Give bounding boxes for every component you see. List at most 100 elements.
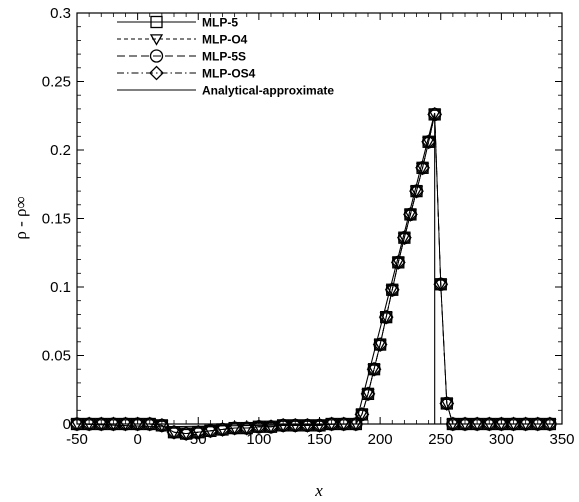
ticks-layer: -50 0 50 100 150 200 250 300 35000.050.10.150.20… xyxy=(42,5,575,448)
data-point xyxy=(506,419,521,431)
x-tick-label: 50 xyxy=(190,431,207,448)
data-point xyxy=(373,339,387,352)
data-point xyxy=(519,419,533,431)
legend-item: MLP-O4 xyxy=(117,33,248,47)
y-tick-label: 0.2 xyxy=(50,142,71,159)
data-point xyxy=(69,416,85,432)
data-point xyxy=(130,416,146,432)
legend-label: MLP-O4 xyxy=(202,33,248,47)
data-point xyxy=(367,364,381,377)
data-point xyxy=(531,419,545,431)
data-point xyxy=(439,396,455,411)
data-point xyxy=(118,419,133,431)
data-point xyxy=(361,389,375,401)
legend-marker xyxy=(149,49,164,63)
legend-label: MLP-5S xyxy=(202,50,246,64)
data-point xyxy=(396,230,412,246)
data-point xyxy=(421,134,437,150)
data-point xyxy=(349,419,363,431)
data-point xyxy=(403,206,418,222)
data-point xyxy=(482,419,496,431)
y-tick-label: 0.15 xyxy=(42,211,71,228)
series-line-1 xyxy=(77,114,550,435)
data-point xyxy=(81,416,97,432)
y-tick-label: 0 xyxy=(63,416,71,433)
data-point xyxy=(433,276,449,292)
x-tick-label: 0 xyxy=(133,431,141,448)
x-tick-label: 150 xyxy=(307,431,332,448)
series-2 xyxy=(70,109,557,441)
data-point xyxy=(202,423,218,439)
x-tick-label: 200 xyxy=(368,431,393,448)
series-5 xyxy=(76,112,562,428)
data-point xyxy=(105,416,121,432)
data-point xyxy=(312,417,327,433)
data-point xyxy=(415,160,430,176)
data-point xyxy=(458,419,472,431)
y-tick-label: 0.25 xyxy=(42,74,71,91)
data-point xyxy=(118,416,133,432)
x-tick-label: 300 xyxy=(489,431,514,448)
x-tick-label: 250 xyxy=(428,431,453,448)
data-point xyxy=(154,417,170,433)
data-point xyxy=(275,417,291,433)
legend-marker xyxy=(149,65,164,81)
data-point xyxy=(470,419,484,431)
data-point xyxy=(178,426,194,442)
data-point xyxy=(518,416,534,432)
legend-item: MLP-5 xyxy=(117,16,238,30)
data-point xyxy=(324,416,340,432)
data-point xyxy=(299,417,315,433)
series-layer xyxy=(69,106,562,442)
x-tick-label: -50 xyxy=(66,431,88,448)
data-point xyxy=(543,419,557,431)
data-point xyxy=(415,163,430,175)
series-line-3 xyxy=(77,114,550,435)
data-point xyxy=(445,416,461,432)
data-point xyxy=(355,409,369,422)
series-4 xyxy=(69,106,558,442)
data-point xyxy=(434,279,448,292)
data-point xyxy=(446,419,460,431)
x-tick-label: 350 xyxy=(549,431,574,448)
series-line-2 xyxy=(77,114,550,435)
data-point xyxy=(506,416,521,432)
data-point xyxy=(469,416,485,432)
series-3 xyxy=(70,107,557,441)
data-point xyxy=(372,337,388,352)
data-point xyxy=(366,361,382,377)
y-tick-label: 0.05 xyxy=(42,348,71,365)
legend-item: MLP-OS4 xyxy=(117,65,256,81)
legend-label: MLP-5 xyxy=(202,16,238,30)
y-axis-title: ρ - ρ∞ xyxy=(11,196,30,239)
data-point xyxy=(179,428,193,441)
series-1 xyxy=(70,108,557,440)
legend-marker xyxy=(149,34,164,46)
data-point xyxy=(348,416,364,432)
data-point xyxy=(428,109,442,122)
x-axis-title: x xyxy=(314,481,323,500)
legend: MLP-5 MLP-O4 MLP-5S MLP-OS4 Analytical-appro… xyxy=(117,16,334,98)
data-point xyxy=(542,416,558,432)
y-tick-label: 0.1 xyxy=(50,279,71,296)
data-point xyxy=(409,183,424,199)
legend-label: Analytical-approximate xyxy=(202,84,334,98)
data-point xyxy=(287,417,303,433)
legend-marker xyxy=(150,15,163,29)
legend-label: MLP-OS4 xyxy=(202,67,256,81)
legend-item: MLP-5S xyxy=(117,49,246,64)
series-line-4 xyxy=(77,114,550,435)
data-point xyxy=(215,422,230,437)
data-point xyxy=(457,416,473,432)
data-point xyxy=(493,416,509,432)
x-tick-label: 100 xyxy=(246,431,271,448)
data-point xyxy=(481,416,497,432)
data-point xyxy=(166,424,182,440)
data-point xyxy=(142,416,158,432)
data-point xyxy=(354,406,370,422)
data-point xyxy=(384,282,400,298)
plot-frame xyxy=(76,12,563,425)
data-point xyxy=(530,416,546,432)
data-point xyxy=(93,416,109,432)
